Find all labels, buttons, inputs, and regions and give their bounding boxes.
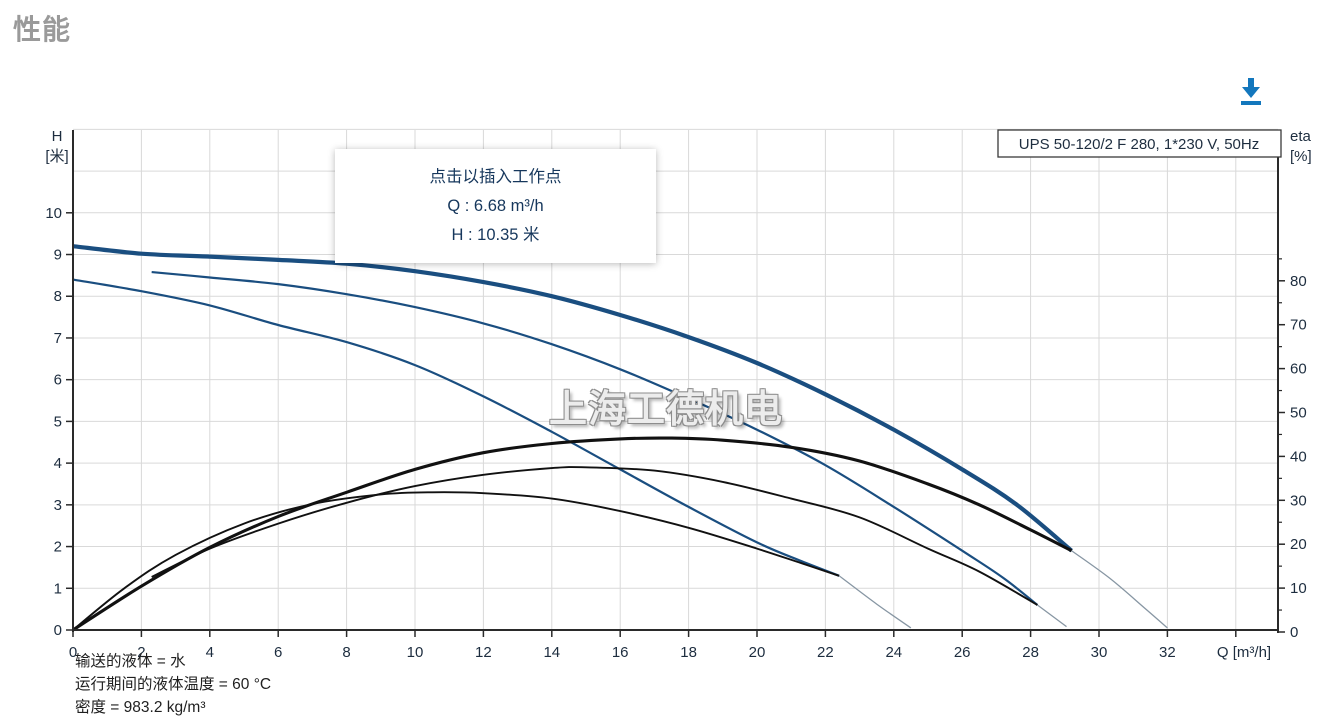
extension-speed-max (1071, 550, 1168, 629)
download-button[interactable] (1236, 74, 1266, 108)
q-axis-tick-label: 0 (69, 644, 77, 661)
eta-axis-tick-label: 50 (1290, 405, 1307, 422)
liquid-info: 输送的液体 = 水 运行期间的液体温度 = 60 °C 密度 = 983.2 k… (75, 650, 271, 719)
extension-speed-1 (838, 575, 912, 629)
liquid-density: 密度 = 983.2 kg/m³ (75, 699, 206, 716)
eta-axis-tick-label: 70 (1290, 317, 1307, 334)
q-axis-tick-label: 24 (885, 644, 902, 661)
eta-curve-speed-max-peak-45- (72, 436, 1073, 632)
q-axis-tick-label: 2 (137, 644, 145, 661)
q-axis-tick-label: 22 (817, 644, 834, 661)
q-axis-tick-label: 14 (543, 644, 560, 661)
eta-axis-tick-label: 30 (1290, 492, 1307, 509)
q-axis-tick-label: 30 (1091, 644, 1108, 661)
eta-curve-speed-2-peak-38- (151, 466, 1038, 606)
eta-axis-tick-label: 20 (1290, 536, 1307, 553)
curves (72, 244, 1168, 632)
h-axis-tick-label: 1 (54, 580, 62, 597)
h-axis-tick-label: 10 (45, 205, 62, 222)
eta-axis-unit: [%] (1290, 148, 1312, 165)
q-axis-tick-label: 6 (274, 644, 282, 661)
q-axis-label: Q [m³/h] (1217, 644, 1271, 661)
h-axis-tick-label: 3 (54, 497, 62, 514)
h-axis-tick-label: 9 (54, 247, 62, 264)
eta-axis-tick-label: 80 (1290, 273, 1307, 290)
pump-model-text: UPS 50-120/2 F 280, 1*230 V, 50Hz (1019, 136, 1259, 153)
q-axis-tick-label: 18 (680, 644, 697, 661)
download-icon (1241, 78, 1261, 105)
q-axis-tick-label: 8 (342, 644, 350, 661)
q-axis-tick-label: 12 (475, 644, 492, 661)
extension-speed-2 (1037, 604, 1067, 628)
liquid-temperature: 运行期间的液体温度 = 60 °C (75, 676, 272, 693)
h-axis-tick-label: 2 (54, 539, 62, 556)
h-axis-tick-label: 7 (54, 330, 62, 347)
liquid-type: 输送的液体 = 水 (75, 653, 186, 670)
h-axis-tick-label: 5 (54, 413, 62, 430)
h-axis-unit: [米] (45, 148, 68, 165)
tooltip-hint: 点击以插入工作点 (429, 167, 562, 186)
h-axis-tick-label: 8 (54, 288, 62, 305)
h-axis-tick-label: 6 (54, 372, 62, 389)
eta-axis-tick-label: 60 (1290, 361, 1307, 378)
q-axis-tick-label: 10 (407, 644, 424, 661)
q-axis-tick-label: 28 (1022, 644, 1039, 661)
eta-axis-tick-label: 0 (1290, 624, 1298, 641)
q-axis-tick-label: 26 (954, 644, 971, 661)
pump-model-label: UPS 50-120/2 F 280, 1*230 V, 50Hz (997, 129, 1282, 158)
eta-curve-speed-1-peak-32- (72, 491, 840, 631)
q-axis-tick-label: 4 (206, 644, 214, 661)
h-curve-speed-1 (72, 278, 840, 577)
chart-plot-area[interactable] (73, 130, 1278, 630)
tooltip-q-value: Q : 6.68 m³/h (447, 196, 544, 215)
operating-point-tooltip: 点击以插入工作点 Q : 6.68 m³/h H : 10.35 米 (335, 149, 656, 263)
h-curve-speed-max (72, 244, 1073, 553)
q-axis-tick-label: 32 (1159, 644, 1176, 661)
eta-axis-tick-label: 10 (1290, 580, 1307, 597)
h-curve-speed-2 (151, 270, 1039, 606)
q-axis-tick-label: 20 (749, 644, 766, 661)
tooltip-h-value: H : 10.35 米 (451, 225, 540, 244)
h-axis-tick-label: 0 (54, 622, 62, 639)
h-axis-tick-label: 4 (54, 455, 62, 472)
eta-axis-label: eta (1290, 128, 1312, 145)
page-title: 性能 (13, 14, 72, 45)
eta-axis-tick-label: 40 (1290, 448, 1307, 465)
q-axis-tick-label: 16 (612, 644, 629, 661)
h-axis-label: H (52, 128, 63, 145)
